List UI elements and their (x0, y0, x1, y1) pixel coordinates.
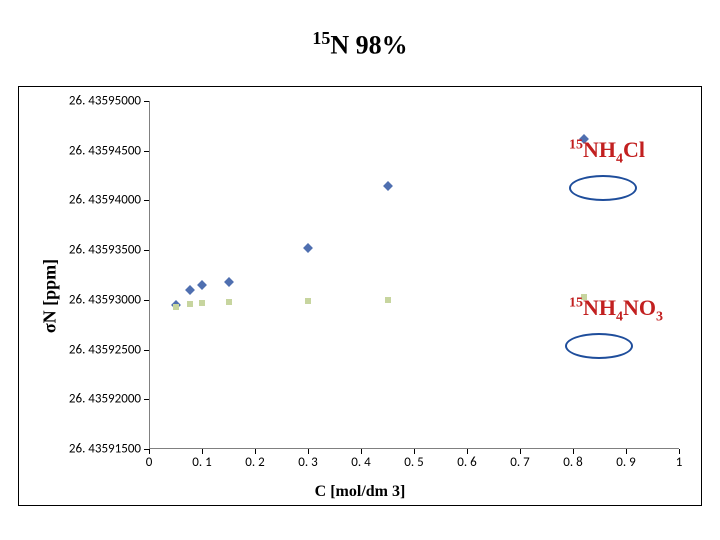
data-point-NH4Cl (197, 280, 207, 290)
data-point-NH4NO3 (226, 299, 232, 305)
x-tick-label: 0. 4 (351, 455, 370, 470)
y-tick-mark (144, 399, 149, 400)
x-tick-label: 0. 1 (192, 455, 211, 470)
x-tick-mark (308, 449, 309, 454)
y-axis-line (149, 101, 150, 449)
plot-area: 26. 4359500026. 4359450026. 4359400026. … (149, 101, 679, 449)
x-tick-mark (467, 449, 468, 454)
chart-title: 15N 98% (0, 28, 720, 61)
data-point-NH4NO3 (385, 297, 391, 303)
y-tick-mark (144, 300, 149, 301)
data-point-NH4Cl (303, 243, 313, 253)
data-point-NH4NO3 (199, 300, 205, 306)
annotation-nh4no3: 15NH4NO3 (569, 295, 663, 325)
x-tick-label: 0. 5 (404, 455, 423, 470)
x-tick-label: 0 (146, 455, 153, 470)
x-tick-mark (626, 449, 627, 454)
x-tick-mark (414, 449, 415, 454)
x-tick-label: 0. 3 (298, 455, 317, 470)
y-tick-label: 26. 43591500 (69, 442, 141, 457)
x-tick-mark (361, 449, 362, 454)
data-point-NH4Cl (383, 181, 393, 191)
chart-frame: σN [ppm] C [mol/dm 3] 26. 4359500026. 43… (18, 86, 702, 506)
y-tick-mark (144, 250, 149, 251)
x-tick-mark (149, 449, 150, 454)
highlight-oval (569, 175, 637, 201)
y-tick-mark (144, 101, 149, 102)
y-tick-mark (144, 350, 149, 351)
data-point-NH4Cl (224, 277, 234, 287)
x-tick-mark (202, 449, 203, 454)
x-tick-label: 0. 6 (457, 455, 476, 470)
data-point-NH4NO3 (305, 298, 311, 304)
y-tick-mark (144, 151, 149, 152)
title-superscript: 15 (312, 28, 330, 48)
y-axis-label: σN [ppm] (40, 259, 61, 333)
x-tick-mark (520, 449, 521, 454)
highlight-oval (565, 333, 633, 359)
x-tick-label: 1 (676, 455, 683, 470)
data-point-NH4NO3 (173, 304, 179, 310)
data-point-NH4Cl (185, 285, 195, 295)
y-tick-label: 26. 43593500 (69, 243, 141, 258)
x-tick-mark (573, 449, 574, 454)
y-tick-label: 26. 43592500 (69, 342, 141, 357)
x-tick-label: 0. 7 (510, 455, 529, 470)
x-tick-label: 0. 8 (563, 455, 582, 470)
y-tick-label: 26. 43593000 (69, 292, 141, 307)
title-text: N 98% (330, 31, 407, 60)
x-tick-label: 0. 9 (616, 455, 635, 470)
y-tick-label: 26. 43594500 (69, 143, 141, 158)
x-tick-label: 0. 2 (245, 455, 264, 470)
page: 15N 98% σN [ppm] C [mol/dm 3] 26. 435950… (0, 0, 720, 540)
data-point-NH4NO3 (187, 301, 193, 307)
x-tick-mark (679, 449, 680, 454)
annotation-nh4cl: 15NH4Cl (569, 137, 645, 167)
x-axis-label: C [mol/dm 3] (19, 483, 701, 501)
y-tick-mark (144, 200, 149, 201)
y-tick-label: 26. 43592000 (69, 392, 141, 407)
y-tick-label: 26. 43595000 (69, 94, 141, 109)
y-tick-label: 26. 43594000 (69, 193, 141, 208)
x-tick-mark (255, 449, 256, 454)
